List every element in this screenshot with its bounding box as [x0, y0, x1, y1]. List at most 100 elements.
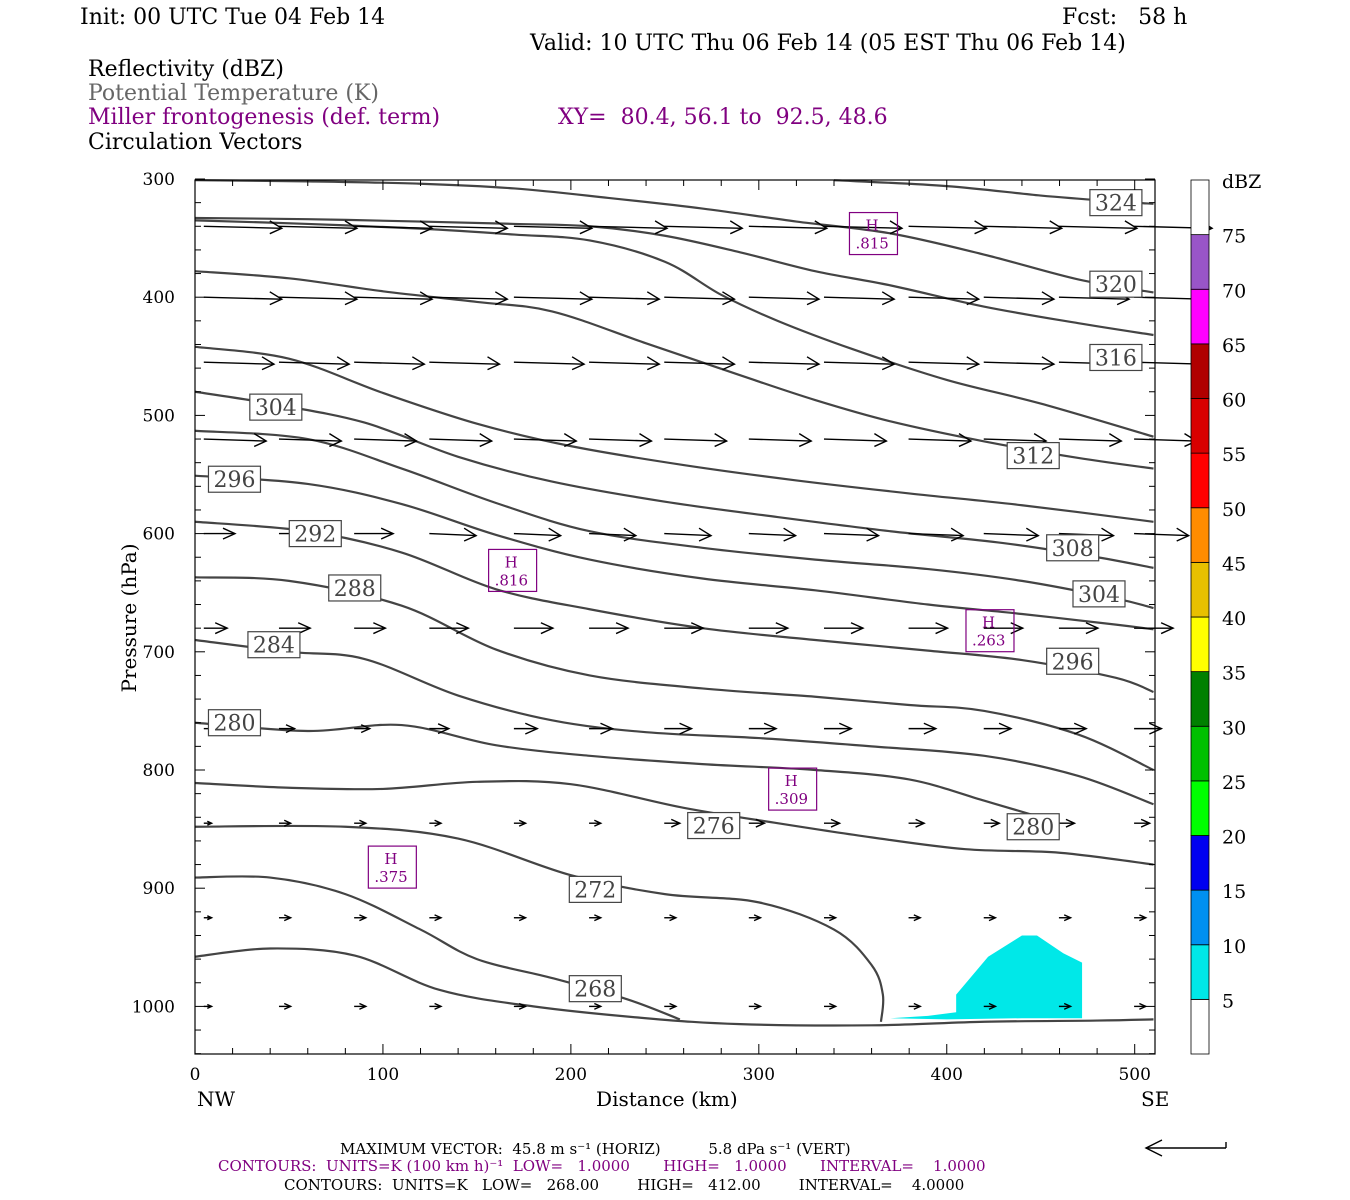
- legend-frontogenesis: Miller frontogenesis (def. term): [88, 105, 441, 130]
- vector-head: [253, 433, 268, 448]
- vector-head: [579, 220, 594, 235]
- vector-shaft: [823, 438, 887, 442]
- contour-label: 280: [213, 712, 255, 737]
- circulation-vector: [1058, 1002, 1073, 1010]
- circulation-vector: [908, 818, 926, 828]
- colorbar-segment: [1190, 616, 1210, 673]
- vector-shaft: [823, 361, 895, 365]
- vector-head: [285, 724, 297, 734]
- vector-head: [866, 527, 881, 542]
- colorbar-segment: [1190, 288, 1210, 345]
- colorbar-segment: [1190, 234, 1210, 290]
- contour-label: 304: [255, 396, 297, 421]
- vector-head: [207, 915, 214, 921]
- vector-shaft: [513, 532, 561, 537]
- circulation-vector: [589, 819, 603, 827]
- vector-head: [283, 819, 293, 827]
- colorbar-tick-label: 35: [1222, 663, 1246, 685]
- vector-head: [207, 1003, 214, 1009]
- circulation-vector: [1058, 722, 1088, 735]
- circulation-vector: [823, 527, 881, 542]
- vector-shaft: [1058, 296, 1130, 300]
- circulation-vector: [983, 527, 1040, 542]
- vector-head: [297, 622, 312, 635]
- circulation-vector: [278, 433, 343, 448]
- contour-label-box: [1006, 813, 1060, 841]
- vector-head: [828, 1002, 838, 1010]
- circulation-vector: [354, 622, 388, 635]
- colorbar-segment: [1190, 835, 1210, 891]
- circulation-vector: [664, 914, 678, 922]
- contour-label: 268: [574, 978, 616, 1003]
- theta-contour-268: [194, 947, 1154, 1027]
- y-tick-label: 700: [143, 643, 175, 663]
- vector-head: [714, 433, 729, 448]
- endpoint-se: SE: [1141, 1087, 1169, 1111]
- vector-head: [646, 291, 661, 306]
- vector-shaft: [748, 361, 820, 365]
- vector-head: [456, 622, 471, 635]
- theta-contour-312: [194, 219, 1154, 438]
- contour-label: 320: [1095, 273, 1137, 298]
- colorbar-segment: [1190, 671, 1210, 727]
- circulation-vector: [983, 1002, 998, 1010]
- circulation-vector: [513, 433, 578, 448]
- vector-shaft: [748, 296, 820, 300]
- circulation-vector: [664, 433, 729, 448]
- contour-label: 276: [693, 815, 735, 840]
- circulation-vector: [748, 622, 790, 635]
- vector-head: [419, 291, 434, 306]
- circulation-vector: [748, 433, 813, 448]
- vector-head: [518, 1002, 528, 1010]
- circulation-vector: [513, 914, 528, 922]
- circulation-vector: [983, 818, 1002, 828]
- vector-head: [966, 291, 981, 306]
- vector-head: [437, 723, 451, 735]
- circulation-vector: [983, 220, 1064, 235]
- circulation-vector: [354, 1002, 368, 1010]
- vector-shaft: [908, 296, 979, 300]
- circulation-vector: [748, 356, 821, 371]
- vector-shaft: [589, 296, 660, 300]
- circulation-vector: [748, 914, 763, 922]
- circulation-vector: [1134, 722, 1164, 735]
- vector-head: [207, 820, 214, 826]
- circulation-vector: [354, 220, 434, 235]
- contour-label-box: [568, 875, 622, 903]
- vector-head: [623, 527, 638, 542]
- vector-head: [463, 527, 478, 542]
- circulation-vector: [1134, 433, 1198, 448]
- vector-head: [518, 914, 528, 922]
- colorbar-tick-label: 40: [1222, 608, 1246, 630]
- vector-head: [594, 819, 603, 827]
- vector-head: [950, 527, 965, 542]
- legend-potential-temperature: Potential Temperature (K): [88, 81, 379, 106]
- contour-label: 312: [1012, 445, 1054, 470]
- frontogenesis-max-box: [965, 609, 1015, 653]
- vector-head: [669, 914, 678, 922]
- vector-head: [434, 819, 443, 827]
- circulation-vector: [1058, 622, 1100, 635]
- theta-contour-308: [194, 270, 1154, 470]
- vector-head: [654, 220, 669, 235]
- vector-shaft: [513, 361, 585, 365]
- vector-head: [974, 220, 989, 235]
- colorbar-tick-label: 5: [1222, 990, 1234, 1012]
- vector-head: [411, 356, 426, 371]
- vector-head: [1124, 220, 1139, 235]
- circulation-vector: [278, 356, 351, 371]
- reflectivity-area: [890, 935, 1083, 1020]
- vector-shaft: [823, 225, 903, 229]
- vector-shaft: [278, 296, 357, 300]
- frontogenesis-max-value: .375: [374, 868, 407, 886]
- circulation-vector: [589, 291, 661, 306]
- vector-head: [329, 433, 343, 448]
- y-tick-label: 300: [143, 170, 175, 190]
- vector-head: [404, 433, 419, 448]
- circulation-vector: [908, 914, 922, 922]
- theta-contour-288: [194, 576, 1154, 771]
- colorbar-tick-label: 65: [1222, 335, 1246, 357]
- vector-head: [1160, 622, 1175, 635]
- frontogenesis-max-label: H: [505, 553, 518, 571]
